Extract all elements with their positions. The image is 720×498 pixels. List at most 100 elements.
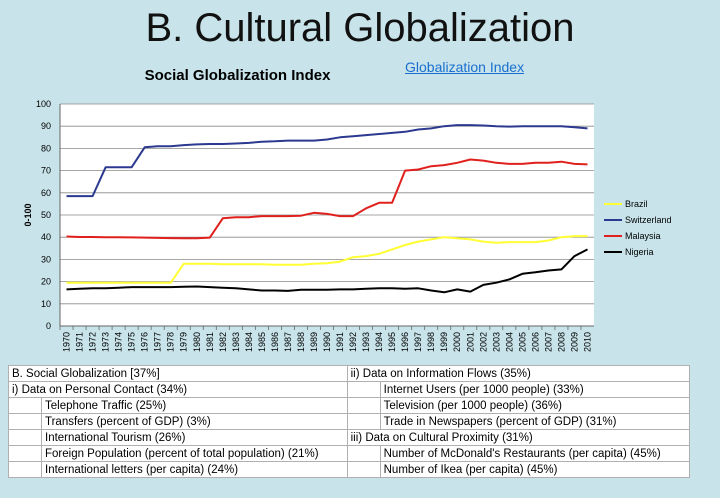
indent-cell — [346, 397, 381, 414]
right-heading-cell: iii) Data on Cultural Proximity (31%) — [346, 429, 691, 446]
legend-swatch — [604, 251, 622, 253]
legend-swatch — [604, 203, 622, 205]
legend-item: Nigeria — [604, 244, 672, 260]
indent-cell — [8, 445, 42, 462]
table-row: B. Social Globalization [37%] ii) Data on… — [8, 365, 691, 382]
legend-item: Malaysia — [604, 228, 672, 244]
x-tick-label: 1978 — [166, 332, 176, 352]
x-tick-label: 2007 — [543, 332, 553, 352]
x-tick-label: 1970 — [62, 332, 72, 352]
legend-item: Brazil — [604, 196, 672, 212]
x-tick-label: 1988 — [296, 332, 306, 352]
y-tick-label: 60 — [41, 188, 51, 198]
y-tick-label: 30 — [41, 254, 51, 264]
x-tick-label: 1972 — [88, 332, 98, 352]
x-tick-label: 1986 — [270, 332, 280, 352]
legend-swatch — [604, 235, 622, 237]
x-tick-label: 1981 — [205, 332, 215, 352]
index-components-table: B. Social Globalization [37%] ii) Data on… — [8, 365, 691, 478]
legend-item: Switzerland — [604, 212, 672, 228]
x-tick-label: 1991 — [335, 332, 345, 352]
table-row: i) Data on Personal Contact (34%) Interne… — [8, 381, 691, 398]
x-tick-label: 1998 — [426, 332, 436, 352]
x-tick-label: 2006 — [530, 332, 540, 352]
x-tick-label: 1982 — [218, 332, 228, 352]
x-tick-label: 2004 — [504, 332, 514, 352]
indent-cell — [8, 413, 42, 430]
x-tick-label: 2001 — [465, 332, 475, 352]
legend-label: Switzerland — [625, 215, 672, 225]
x-tick-label: 1996 — [400, 332, 410, 352]
indent-cell — [8, 429, 42, 446]
x-tick-label: 1971 — [75, 332, 85, 352]
left-item-cell: International letters (per capita) (24%) — [41, 461, 348, 478]
right-item-cell: Television (per 1000 people) (36%) — [379, 397, 691, 414]
indent-cell — [346, 461, 381, 478]
indent-cell — [346, 381, 381, 398]
globalization-index-link[interactable]: Globalization Index — [405, 59, 525, 75]
right-item-cell: Number of McDonald's Restaurants (per ca… — [379, 445, 691, 462]
y-tick-label: 20 — [41, 277, 51, 287]
legend-label: Brazil — [625, 199, 648, 209]
table-row: Telephone Traffic (25%) Television (per 1… — [8, 397, 691, 414]
y-tick-label: 70 — [41, 166, 51, 176]
x-tick-label: 1999 — [439, 332, 449, 352]
right-item-cell: Number of Ikea (per capita) (45%) — [379, 461, 691, 478]
legend-label: Nigeria — [625, 247, 654, 257]
chart-title: Social Globalization Index — [144, 67, 331, 84]
table-row: Transfers (percent of GDP) (3%) Trade in … — [8, 413, 691, 430]
slide-title: B. Cultural Globalization — [145, 6, 575, 50]
x-tick-label: 2008 — [556, 332, 566, 352]
x-tick-label: 1997 — [413, 332, 423, 352]
x-tick-label: 1989 — [309, 332, 319, 352]
right-item-cell: Internet Users (per 1000 people) (33%) — [379, 381, 691, 398]
x-tick-label: 1984 — [244, 332, 254, 352]
table-row: International Tourism (26%) iii) Data on … — [8, 429, 691, 446]
y-tick-label: 40 — [41, 232, 51, 242]
x-tick-label: 1983 — [231, 332, 241, 352]
indent-cell — [346, 445, 381, 462]
y-tick-label: 100 — [36, 99, 51, 109]
left-item-cell: Transfers (percent of GDP) (3%) — [41, 413, 348, 430]
legend-label: Malaysia — [625, 231, 661, 241]
chart-legend: Brazil Switzerland Malaysia Nigeria — [604, 196, 672, 260]
x-tick-label: 1985 — [257, 332, 267, 352]
table-row: International letters (per capita) (24%)… — [8, 461, 691, 478]
series-line-brazil — [66, 235, 588, 284]
x-tick-label: 1976 — [140, 332, 150, 352]
left-item-cell: Foreign Population (percent of total pop… — [41, 445, 348, 462]
series-line-switzerland — [66, 124, 588, 198]
x-tick-label: 2010 — [582, 332, 592, 352]
x-tick-label: 2002 — [478, 332, 488, 352]
indent-cell — [346, 413, 381, 430]
x-tick-label: 1979 — [179, 332, 189, 352]
series-line-nigeria — [66, 248, 588, 294]
y-tick-label: 50 — [41, 210, 51, 220]
left-item-cell: Telephone Traffic (25%) — [41, 397, 348, 414]
x-tick-label: 2009 — [569, 332, 579, 352]
x-tick-label: 1987 — [283, 332, 293, 352]
x-tick-label: 1980 — [192, 332, 202, 352]
x-tick-label: 1977 — [153, 332, 163, 352]
right-heading-cell: ii) Data on Information Flows (35%) — [346, 365, 691, 382]
left-heading-cell: B. Social Globalization [37%] — [8, 365, 348, 382]
x-tick-label: 1990 — [322, 332, 332, 352]
y-tick-label: 0 — [46, 321, 51, 331]
x-tick-label: 1974 — [114, 332, 124, 352]
x-tick-label: 1993 — [361, 332, 371, 352]
x-tick-label: 1995 — [387, 332, 397, 352]
indent-cell — [8, 397, 42, 414]
indent-cell — [8, 461, 42, 478]
table-row: Foreign Population (percent of total pop… — [8, 445, 691, 462]
y-tick-label: 10 — [41, 299, 51, 309]
left-item-cell: International Tourism (26%) — [41, 429, 348, 446]
left-heading-cell: i) Data on Personal Contact (34%) — [8, 381, 348, 398]
y-tick-label: 90 — [41, 121, 51, 131]
x-tick-label: 2003 — [491, 332, 501, 352]
x-tick-label: 1992 — [348, 332, 358, 352]
series-line-malaysia — [66, 158, 588, 240]
y-axis-title: 0-100 — [23, 203, 33, 226]
y-tick-label: 80 — [41, 143, 51, 153]
x-tick-label: 2000 — [452, 332, 462, 352]
